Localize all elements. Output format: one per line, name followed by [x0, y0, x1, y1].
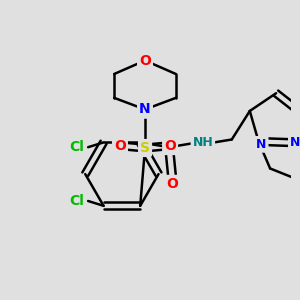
Text: N: N [290, 136, 300, 149]
Text: NH: NH [193, 136, 213, 149]
Text: O: O [139, 53, 151, 68]
Text: Cl: Cl [69, 194, 84, 208]
Text: O: O [164, 139, 176, 153]
Text: S: S [140, 141, 150, 155]
Text: N: N [256, 138, 267, 151]
Text: O: O [114, 139, 126, 153]
Text: O: O [166, 177, 178, 191]
Text: N: N [139, 102, 151, 116]
Text: Cl: Cl [69, 140, 84, 154]
Text: N: N [139, 102, 151, 116]
